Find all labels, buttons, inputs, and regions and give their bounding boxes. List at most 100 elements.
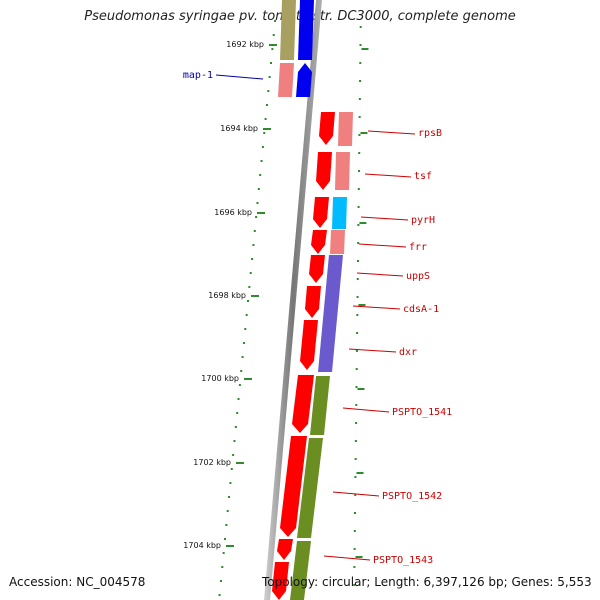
guide-dot xyxy=(355,368,358,370)
guide-dot xyxy=(223,538,226,540)
guide-dot xyxy=(356,296,359,298)
cds-feature[interactable] xyxy=(300,320,318,370)
guide-dot xyxy=(355,422,358,424)
gene-label-cdsA-1[interactable]: cdsA-1 xyxy=(403,304,439,315)
kbp-tick-label: 1692 kbp xyxy=(226,40,264,49)
gene-leader-line xyxy=(367,130,416,135)
guide-dot xyxy=(357,188,360,190)
kbp-tick-label: 1700 kbp xyxy=(201,374,239,383)
cds-feature-map-1[interactable] xyxy=(296,63,312,97)
guide-dot xyxy=(354,512,357,514)
guide-dot xyxy=(237,398,240,400)
guide-dot xyxy=(225,524,228,526)
outer-mark xyxy=(360,132,368,134)
gene-leader-line xyxy=(356,272,404,277)
guide-dot xyxy=(245,314,248,316)
guide-dot xyxy=(263,132,266,134)
gene-leader-line xyxy=(358,243,407,248)
guide-dot xyxy=(356,260,359,262)
kbp-tick-label: 1696 kbp xyxy=(214,208,252,217)
backbone-ring xyxy=(264,0,322,600)
guide-dot xyxy=(358,134,361,136)
kbp-tick-mark xyxy=(263,128,271,130)
cog-track-feature[interactable] xyxy=(338,112,353,146)
guide-dot xyxy=(358,116,361,118)
cds-feature[interactable] xyxy=(277,539,293,560)
gene-leader-line xyxy=(342,407,390,413)
gene-label-rpsB[interactable]: rpsB xyxy=(418,128,442,139)
gene-label-uppS[interactable]: uppS xyxy=(406,271,430,282)
guide-dot xyxy=(233,440,236,442)
guide-dot xyxy=(272,34,275,36)
guide-dot xyxy=(255,216,258,218)
cds-feature[interactable] xyxy=(316,152,332,190)
guide-dot xyxy=(357,206,360,208)
cog-track-feature[interactable] xyxy=(310,376,330,435)
guide-dot xyxy=(356,278,359,280)
guide-dot xyxy=(357,242,360,244)
guide-dot xyxy=(358,170,361,172)
cog-track-feature[interactable] xyxy=(318,255,343,372)
cds-feature[interactable] xyxy=(319,112,335,145)
cds-feature[interactable] xyxy=(272,562,289,600)
cds-feature-map-1[interactable] xyxy=(298,0,314,60)
guide-dot xyxy=(353,566,356,568)
guide-dot xyxy=(358,152,361,154)
guide-dot xyxy=(265,104,268,106)
guide-dot xyxy=(230,468,233,470)
outer-mark xyxy=(356,472,364,474)
guide-dot xyxy=(274,20,277,22)
cds-feature[interactable] xyxy=(292,375,314,433)
gene-label-PSPTO_1542[interactable]: PSPTO_1542 xyxy=(382,491,442,502)
cds-feature[interactable] xyxy=(305,286,321,318)
guide-dot xyxy=(242,342,245,344)
guide-dot xyxy=(244,328,247,330)
kbp-tick-mark xyxy=(269,44,277,46)
guide-dot xyxy=(221,566,224,568)
guide-dot xyxy=(228,496,231,498)
gene-label-PSPTO_1541[interactable]: PSPTO_1541 xyxy=(392,407,452,418)
cog-track-feature[interactable] xyxy=(335,152,350,190)
kbp-tick-mark xyxy=(236,462,244,464)
gene-leader-line xyxy=(360,216,409,221)
guide-dot xyxy=(251,258,254,260)
cog-track-feature[interactable] xyxy=(280,0,296,60)
gene-label-frr[interactable]: frr xyxy=(409,242,427,253)
cds-feature[interactable] xyxy=(309,255,325,283)
gene-label-tsf[interactable]: tsf xyxy=(414,171,432,182)
guide-dot xyxy=(268,76,271,78)
guide-dot xyxy=(240,370,243,372)
gene-label-map-1[interactable]: map-1 xyxy=(183,70,213,81)
guide-dot xyxy=(355,386,358,388)
guide-dot xyxy=(354,458,357,460)
cog-track-feature[interactable] xyxy=(330,230,345,254)
kbp-tick-label: 1702 kbp xyxy=(193,458,231,467)
outer-mark xyxy=(359,222,367,224)
guide-dot xyxy=(259,174,262,176)
guide-dot xyxy=(219,580,222,582)
guide-dot xyxy=(253,230,256,232)
gene-label-pyrH[interactable]: pyrH xyxy=(411,215,435,226)
cog-track-feature[interactable] xyxy=(290,541,311,600)
gene-label-dxr[interactable]: dxr xyxy=(399,347,417,358)
cds-feature[interactable] xyxy=(311,230,327,254)
kbp-tick-mark xyxy=(257,212,265,214)
kbp-tick-label: 1694 kbp xyxy=(220,124,258,133)
gene-label-PSPTO_1543[interactable]: PSPTO_1543 xyxy=(373,555,433,566)
guide-dot xyxy=(256,202,259,204)
kbp-tick-mark xyxy=(251,295,259,297)
cog-track-feature[interactable] xyxy=(278,63,294,97)
guide-dot xyxy=(264,118,267,120)
cds-feature[interactable] xyxy=(313,197,329,228)
cds-feature[interactable] xyxy=(280,436,307,537)
guide-dot xyxy=(359,80,362,82)
guide-dot xyxy=(267,90,270,92)
cog-track-feature[interactable] xyxy=(297,438,323,538)
guide-dot xyxy=(353,584,356,586)
guide-dot xyxy=(354,476,357,478)
guide-dot xyxy=(257,188,260,190)
cog-track-feature[interactable] xyxy=(332,197,347,229)
guide-dot xyxy=(355,404,358,406)
guide-dot xyxy=(359,26,362,28)
